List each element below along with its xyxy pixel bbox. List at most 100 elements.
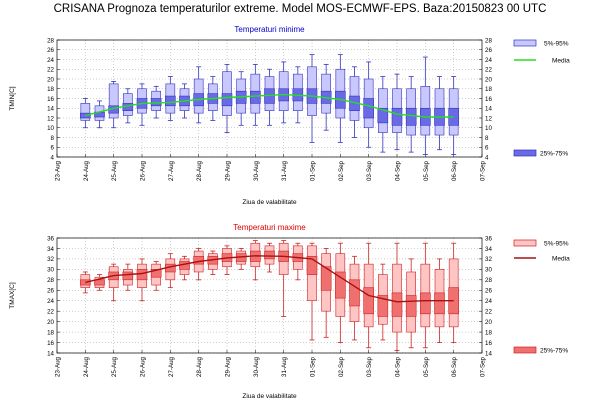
box-5-95 [80,103,91,121]
x-tick-label: 06-Sep [451,160,458,181]
legend-swatch-5-95 [513,39,537,47]
box-25-75 [122,271,134,281]
y-tick-label-left: 24 [47,57,54,64]
legend-label-5-95: 5%-95% [544,41,569,48]
y-tick-label-right: 12 [485,115,492,122]
x-tick-label: 29-Aug [225,160,232,181]
x-tick-label: 05-Sep [423,356,430,377]
y-tick-label-right: 10 [485,125,492,132]
x-tick-label: 27-Aug [168,160,175,181]
y-tick-label-right: 20 [485,76,492,83]
y-tick-label-right: 6 [485,145,489,152]
y-tick-label-left: 18 [47,329,54,336]
box-25-75 [165,95,176,107]
y-tick-label-right: 34 [485,246,492,253]
y-tick-label-left: 36 [47,235,54,242]
x-tick-label: 25-Aug [111,160,118,181]
legend-label-25-75: 25%-75% [540,348,568,355]
x-tick-label: 06-Sep [451,356,458,377]
y-axis-label: TMAX[C] [9,282,16,309]
y-tick-label-right: 24 [485,298,492,305]
box-25-75 [250,90,261,104]
y-tick-label-right: 22 [485,67,492,74]
chart-main-title: CRISANA Prognoza temperaturilor extreme.… [53,3,547,15]
y-tick-label-right: 18 [485,329,492,336]
legend-label-media: Media [552,58,570,65]
box-25-75 [136,269,148,281]
box-25-75 [405,107,417,126]
legend-swatch-5-95 [513,239,537,247]
x-tick-label: 25-Aug [111,356,118,377]
x-tick-label: 28-Aug [196,160,203,181]
box-25-75 [94,279,105,286]
x-tick-label: 01-Sep [310,356,317,377]
y-tick-label-left: 20 [47,319,54,326]
box-25-75 [391,107,403,126]
x-tick-label: 31-Aug [281,356,288,377]
legend-swatch-25-75 [513,346,537,354]
box-25-75 [193,255,204,265]
x-tick-label: 28-Aug [196,356,203,377]
x-tick-label: 30-Aug [253,160,260,181]
x-tick-label: 27-Aug [168,356,175,377]
y-tick-label-left: 26 [47,47,54,54]
y-tick-label-right: 4 [485,154,489,161]
y-tick-label-right: 16 [485,96,492,103]
x-tick-label: 04-Sep [395,160,402,181]
box-25-75 [349,279,360,307]
plot-frame [56,39,483,158]
box-25-75 [363,287,374,315]
x-tick-label: 03-Sep [366,160,373,181]
box-25-75 [377,107,389,124]
y-tick-label-right: 20 [485,319,492,326]
legend-label-5-95: 5%-95% [544,241,569,248]
y-tick-label-right: 22 [485,308,492,315]
y-tick-label-right: 26 [485,288,492,295]
x-tick-label: 26-Aug [140,160,147,181]
median-line [85,255,454,303]
x-tick-label: 31-Aug [281,160,288,181]
panel-title: Temperaturi minime [234,25,305,34]
box-25-75 [434,292,445,315]
x-tick-label: 03-Sep [366,356,373,377]
x-tick-label: 24-Aug [83,160,90,181]
y-tick-label-right: 28 [485,37,492,44]
y-tick-label-right: 36 [485,235,492,242]
y-tick-label-right: 26 [485,47,492,54]
plot-frame [56,237,483,354]
y-tick-label-right: 8 [485,135,489,142]
y-tick-label-right: 14 [485,350,492,357]
x-tick-label: 07-Sep [480,160,487,181]
y-tick-label-left: 6 [51,145,55,152]
x-tick-label: 02-Sep [338,160,345,181]
y-tick-label-left: 32 [47,256,54,263]
y-tick-label-left: 18 [47,86,54,93]
y-tick-label-left: 28 [47,277,54,284]
box-25-75 [150,269,162,278]
y-tick-label-right: 24 [485,57,492,64]
y-tick-label-left: 16 [47,340,54,347]
y-tick-label-left: 22 [47,67,54,74]
y-tick-label-left: 22 [47,308,54,315]
x-tick-label: 24-Aug [83,356,90,377]
y-tick-label-left: 10 [47,125,54,132]
x-tick-label: 07-Sep [480,356,487,377]
y-tick-label-left: 26 [47,288,54,295]
x-axis-label: Ziua de valabilitate [242,393,297,400]
y-tick-label-left: 20 [47,76,54,83]
legend-swatch-25-75 [513,149,537,157]
x-tick-label: 29-Aug [225,356,232,377]
box-25-75 [363,98,374,119]
y-tick-label-right: 28 [485,277,492,284]
x-tick-label: 23-Aug [55,160,62,181]
y-tick-label-left: 12 [47,115,54,122]
y-tick-label-left: 4 [51,154,55,161]
box-25-75 [420,292,431,315]
y-tick-label-left: 8 [51,135,55,142]
y-tick-label-right: 14 [485,106,492,113]
legend-label-media: Media [552,256,570,263]
y-tick-label-right: 18 [485,86,492,93]
panel-title: Temperaturi maxime [233,223,306,232]
x-tick-label: 30-Aug [253,356,260,377]
